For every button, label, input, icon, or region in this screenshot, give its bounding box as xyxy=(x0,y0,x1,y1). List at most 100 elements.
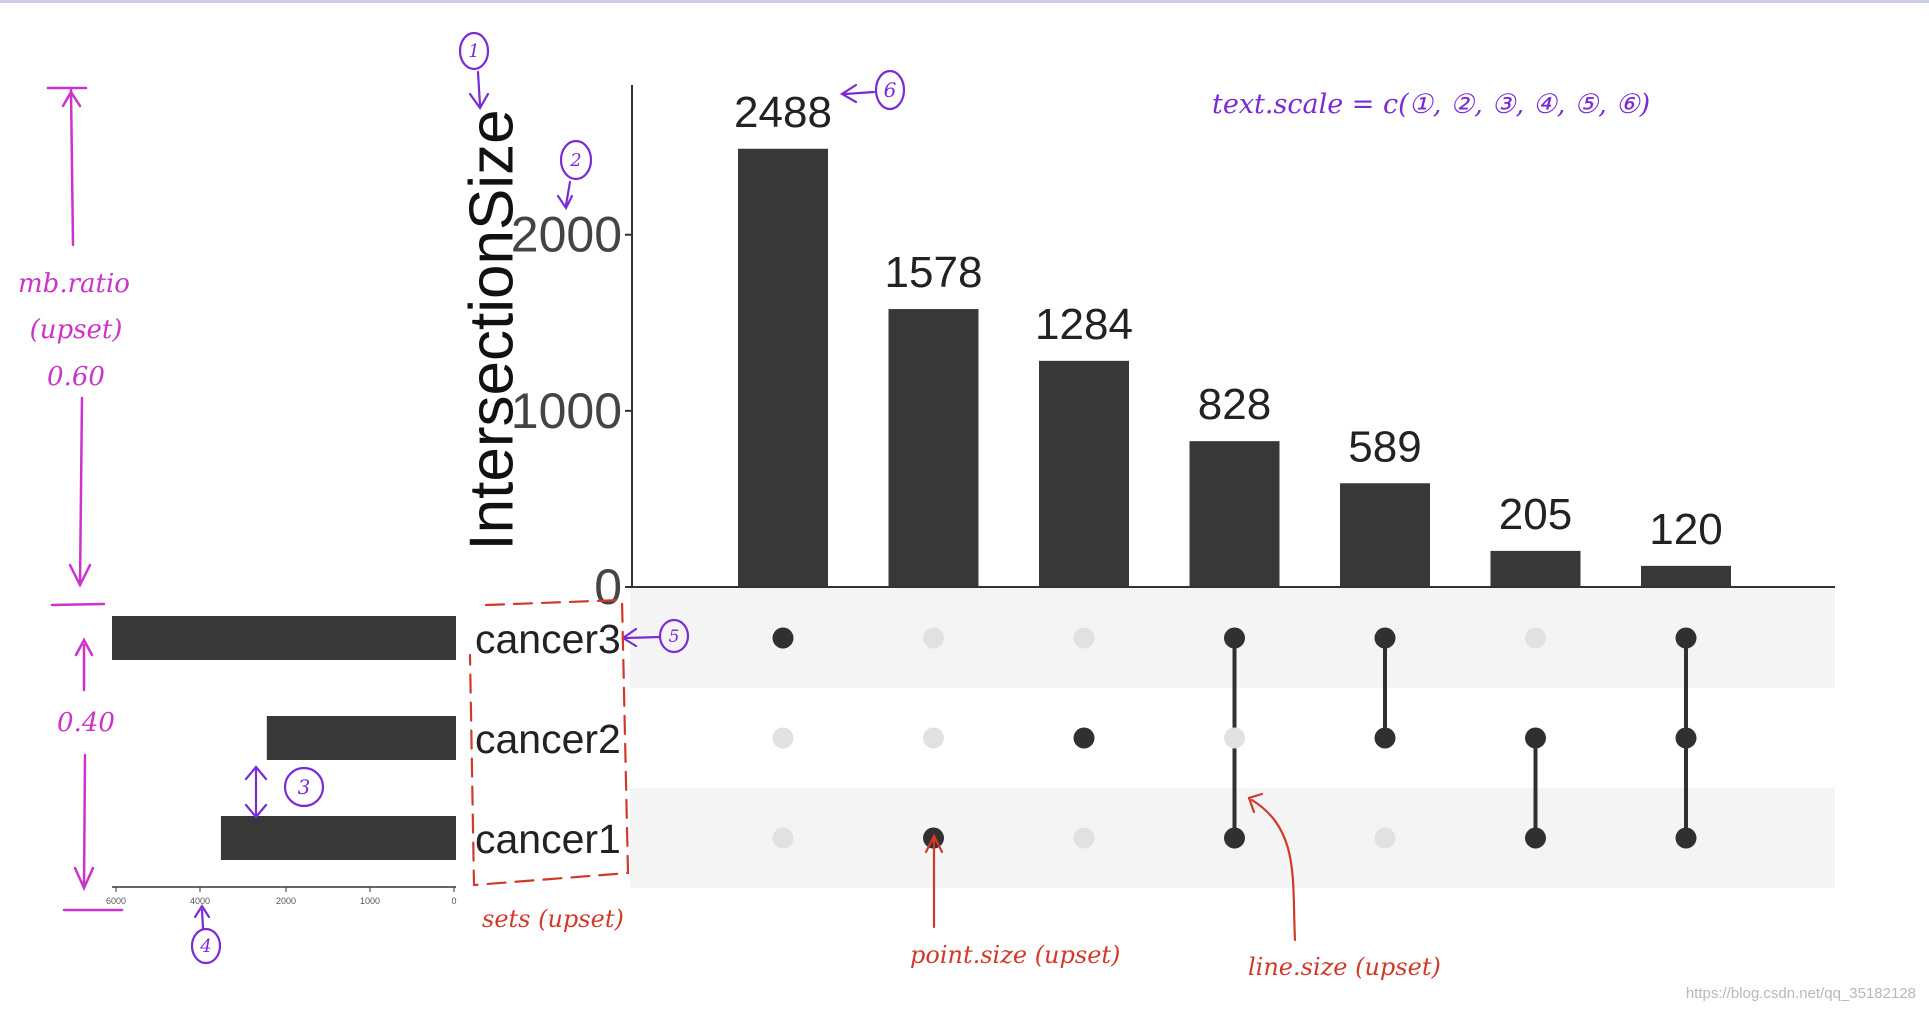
y-ticks-layer: 0 1000 2000 xyxy=(511,207,632,615)
ratio-top-arrow-line xyxy=(69,88,75,247)
marker-2-arrow xyxy=(564,180,572,207)
matrix-dot-inactive xyxy=(923,627,944,649)
intersection-bars-layer: 2488 1578 1284 828 589 205 120 xyxy=(734,88,1731,587)
marker-1-arrow-head xyxy=(468,92,490,111)
intersection-bar xyxy=(888,309,979,587)
mb-ratio-bottom-value: 0.40 xyxy=(57,708,115,738)
line-size-label: line.size (upset) xyxy=(1248,953,1441,981)
matrix-dot-inactive xyxy=(1374,827,1396,849)
sets-dashed-outline xyxy=(468,598,630,887)
set-size-tick-label: 4000 xyxy=(190,896,210,906)
intersection-bar-label: 1578 xyxy=(885,248,983,297)
set-size-ticks-layer: 6000 4000 2000 1000 0 xyxy=(106,887,457,906)
marker-2-number: 2 xyxy=(569,150,581,171)
ratio-low-up-head xyxy=(74,637,94,657)
matrix-dot-active xyxy=(1374,727,1396,749)
marker-5-arrow xyxy=(624,635,662,640)
intersection-bar xyxy=(1039,360,1129,587)
intersection-bar-label: 828 xyxy=(1198,380,1271,429)
sets-upset-label: sets (upset) xyxy=(482,905,624,933)
marker-6-number: 6 xyxy=(884,78,897,102)
ratio-split-tick xyxy=(50,602,106,607)
set-size-tick-label: 1000 xyxy=(360,896,380,906)
matrix-layer xyxy=(772,627,1697,849)
intersection-bar-label: 589 xyxy=(1348,422,1421,471)
intersection-bar xyxy=(1490,550,1581,587)
set-size-bar xyxy=(266,716,456,760)
mb-ratio-top-value: 0.60 xyxy=(47,362,105,392)
marker-3-head-down xyxy=(244,803,268,819)
marker-4-circle xyxy=(190,927,222,965)
marker-4-number: 4 xyxy=(199,936,211,957)
set-size-bar xyxy=(112,616,456,660)
marker-3-number: 3 xyxy=(298,775,311,799)
set-name-label: cancer1 xyxy=(475,816,621,862)
set-size-tick-label: 0 xyxy=(451,896,456,906)
intersection-bar-label: 1284 xyxy=(1035,300,1133,349)
marker-6-arrow xyxy=(843,90,876,96)
matrix-dot-active xyxy=(1525,827,1546,849)
marker-5-number: 5 xyxy=(669,627,680,647)
marker-1-circle xyxy=(458,31,490,71)
matrix-dot-active xyxy=(1675,727,1697,749)
point-size-arrow-head xyxy=(924,833,944,854)
matrix-dot-inactive xyxy=(772,727,794,749)
handwritten-annotations xyxy=(46,31,1297,965)
y-tick-label: 0 xyxy=(594,559,622,615)
marker-3-head-up xyxy=(244,765,268,781)
set-name-label: cancer2 xyxy=(475,716,621,762)
watermark: https://blog.csdn.net/qq_35182128 xyxy=(1686,985,1916,1002)
matrix-dot-active xyxy=(1525,727,1546,749)
matrix-dot-active xyxy=(1374,627,1396,649)
y-tick-label: 1000 xyxy=(511,383,622,439)
matrix-dot-active xyxy=(1224,627,1245,649)
marker-3-circle xyxy=(283,766,325,808)
set-names-layer: cancer3 cancer2 cancer1 xyxy=(475,616,621,862)
ratio-mid-arrow-line xyxy=(78,396,84,587)
marker-4-arrow-head xyxy=(193,903,211,919)
matrix-dot-inactive xyxy=(1073,627,1095,649)
matrix-dot-active xyxy=(1073,727,1095,749)
y-axis-title: IntersectionSize xyxy=(458,109,527,550)
point-size-label: point.size (upset) xyxy=(910,941,1120,969)
matrix-dot-inactive xyxy=(1525,627,1546,649)
intersection-bar-label: 205 xyxy=(1499,490,1572,539)
marker-1-number: 1 xyxy=(468,41,479,62)
matrix-dot-inactive xyxy=(1224,727,1245,749)
line-size-arrow xyxy=(1250,798,1297,942)
set-size-bars-layer xyxy=(112,616,456,860)
marker-1-arrow xyxy=(476,70,482,107)
mb-ratio-subtitle: (upset) xyxy=(30,315,123,345)
set-size-tick-label: 6000 xyxy=(106,896,126,906)
marker-2-circle xyxy=(559,139,593,181)
matrix-dot-active xyxy=(1675,627,1697,649)
line-size-arrow-head xyxy=(1247,792,1264,814)
set-size-bar xyxy=(220,816,456,860)
set-name-label: cancer3 xyxy=(475,616,621,662)
marker-4-arrow xyxy=(200,908,205,930)
set-size-tick-label: 2000 xyxy=(276,896,296,906)
ratio-top-arrow-head xyxy=(61,89,82,108)
intersection-bar-label: 2488 xyxy=(734,88,832,137)
matrix-dot-inactive xyxy=(1073,827,1095,849)
marker-2-arrow-head xyxy=(556,194,574,211)
marker-6-arrow-head xyxy=(839,83,858,104)
ratio-mid-arrow-head xyxy=(68,563,92,588)
mb-ratio-title: mb.ratio xyxy=(18,269,130,299)
matrix-dot-inactive xyxy=(923,727,944,749)
matrix-dot-active xyxy=(1675,827,1697,849)
intersection-bar xyxy=(1641,565,1731,587)
intersection-bar xyxy=(1189,441,1280,587)
marker-6-circle xyxy=(874,69,906,111)
intersection-bar xyxy=(738,148,828,587)
intersection-bar xyxy=(1340,483,1430,587)
matrix-dot-inactive xyxy=(772,827,794,849)
y-tick-label: 2000 xyxy=(511,207,622,263)
ratio-low-down-head xyxy=(73,866,95,892)
text-scale-annotation: text.scale = c(①, ②, ③, ④, ⑤, ⑥) xyxy=(1212,89,1650,120)
matrix-dot-active xyxy=(772,627,794,649)
matrix-dot-active xyxy=(1224,827,1245,849)
intersection-bar-label: 120 xyxy=(1649,505,1722,554)
ratio-low-down-line xyxy=(82,753,87,890)
